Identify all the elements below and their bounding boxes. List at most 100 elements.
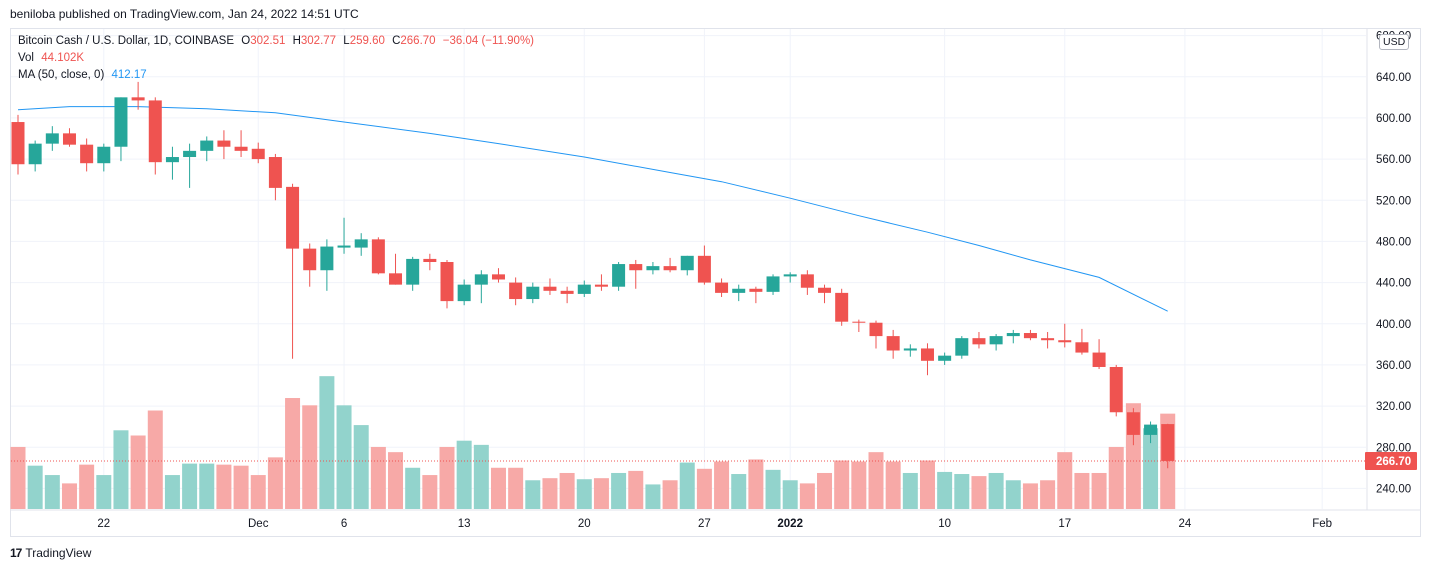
x-tick-label: 6: [341, 518, 347, 530]
volume-bar: [456, 440, 472, 509]
candle-body: [28, 143, 42, 165]
volume-bar: [250, 475, 266, 509]
candle-body: [320, 246, 334, 271]
volume-bar: [27, 465, 43, 509]
candle-body: [1144, 424, 1158, 435]
volume-bar: [525, 480, 541, 509]
volume-bar: [765, 469, 781, 509]
volume-bar: [130, 435, 146, 509]
volume-bar: [336, 405, 352, 509]
volume-bar: [405, 467, 421, 509]
candle-body: [663, 266, 677, 271]
x-tick-label: 22: [97, 518, 110, 530]
last-price-text: 266.70: [1376, 456, 1411, 468]
volume-bar: [216, 464, 232, 509]
y-tick-label: 240.00: [1376, 483, 1411, 495]
volume-bar: [679, 462, 695, 509]
volume-bar: [422, 475, 438, 509]
close-value: 266.70: [400, 35, 436, 47]
chart-frame: [10, 28, 1421, 537]
volume-label: Vol: [18, 52, 34, 64]
volume-bar: [782, 480, 798, 509]
candle-body: [800, 274, 814, 288]
candle-body: [920, 348, 934, 361]
x-tick-label: Feb: [1312, 518, 1332, 530]
candle-body: [11, 122, 25, 165]
volume-bar: [439, 446, 455, 509]
symbol-title: Bitcoin Cash / U.S. Dollar, 1D, COINBASE: [18, 35, 235, 47]
currency-button[interactable]: USD: [1379, 34, 1410, 50]
candle-body: [183, 150, 197, 158]
volume-bar: [508, 467, 524, 509]
low-value: 259.60: [349, 35, 385, 47]
x-tick-label: 13: [458, 518, 471, 530]
volume-bar: [113, 430, 129, 509]
legend-ma-row: MA (50, close, 0) 412.17: [18, 69, 151, 81]
candle-body: [234, 146, 248, 151]
candle-body: [560, 290, 574, 294]
candle-body: [457, 284, 471, 302]
candle-body: [509, 282, 523, 300]
x-tick-label: Dec: [248, 518, 269, 530]
volume-bar: [285, 398, 301, 509]
high-value: 302.77: [300, 35, 337, 47]
candle-body: [1126, 412, 1140, 435]
low-label: L: [343, 35, 350, 47]
candle-body: [1161, 424, 1175, 461]
candle-body: [1006, 333, 1020, 337]
candle-body: [62, 133, 76, 145]
volume-bar: [662, 480, 678, 509]
candle-body: [1041, 338, 1055, 341]
x-tick-label: 10: [938, 518, 951, 530]
volume-bar: [988, 472, 1004, 509]
candle-body: [612, 264, 626, 287]
candle-body: [251, 148, 265, 160]
candle-body: [955, 338, 969, 356]
candle-body: [406, 258, 420, 285]
candle-body: [818, 287, 832, 293]
volume-bar: [1022, 483, 1038, 509]
candle-body: [200, 140, 214, 151]
volume-bar: [319, 376, 335, 509]
candle-body: [577, 284, 591, 294]
volume-bar: [559, 472, 575, 509]
candle-body: [131, 97, 145, 101]
candle-body: [389, 273, 403, 285]
tradingview-logo-icon: 17: [10, 546, 22, 560]
y-tick-label: 600.00: [1376, 113, 1411, 125]
candle-body: [938, 355, 952, 361]
volume-bar: [79, 464, 95, 509]
volume-bar: [147, 410, 163, 509]
volume-bar: [10, 446, 26, 509]
volume-bar: [902, 472, 918, 509]
volume-bar: [44, 475, 60, 509]
candle-body: [97, 146, 111, 164]
candle-body: [45, 133, 59, 144]
volume-bar: [834, 460, 850, 509]
candle-body: [680, 255, 694, 271]
candle-body: [972, 338, 986, 345]
volume-bar: [885, 461, 901, 509]
volume-bar: [473, 444, 489, 509]
volume-bar: [267, 457, 283, 509]
price-axis: 240.00 280.00 320.00 360.00 400.00 440.00 480.…: [1376, 31, 1411, 496]
y-tick-label: 320.00: [1376, 401, 1411, 413]
candle-body: [286, 186, 300, 249]
y-tick-label: 640.00: [1376, 72, 1411, 84]
volume-bar: [164, 475, 180, 509]
volume-value: 44.102K: [41, 52, 85, 64]
candle-body: [766, 276, 780, 292]
candle-body: [165, 157, 179, 163]
volume-bar: [868, 452, 884, 509]
volume-bar: [490, 467, 506, 509]
candle-body: [526, 286, 540, 300]
volume-bar: [1143, 428, 1159, 509]
candle-body: [474, 274, 488, 285]
volume-bar: [542, 478, 558, 509]
candle-body: [697, 255, 711, 283]
candle-body: [114, 97, 128, 147]
published-line: beniloba published on TradingView.com, J…: [10, 7, 359, 21]
y-tick-label: 560.00: [1376, 154, 1411, 166]
y-tick-label: 520.00: [1376, 195, 1411, 207]
